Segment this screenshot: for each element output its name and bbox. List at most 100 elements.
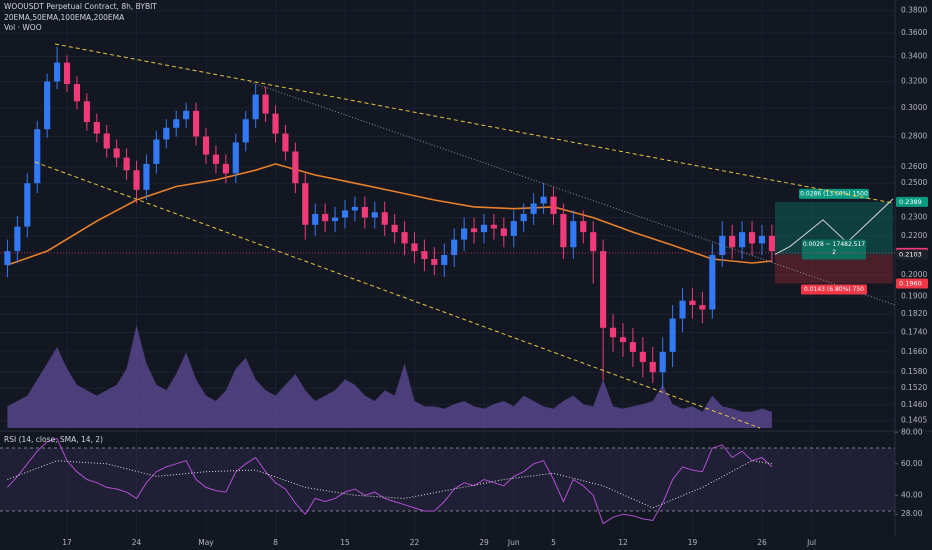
candle-body: [600, 251, 607, 328]
candle-body: [331, 217, 339, 222]
y-tick-label: 0.2000: [901, 270, 927, 279]
x-tick-label: 19: [688, 538, 698, 547]
y-tick-label: 0.1460: [901, 400, 927, 409]
candle-body: [113, 148, 120, 158]
rsi-tick-label: 60.00: [901, 459, 923, 468]
candle-body: [431, 258, 438, 265]
stop-text: 0.0143 (6.80%) 750: [804, 286, 864, 293]
candle-body: [560, 213, 567, 248]
candle-body: [480, 224, 488, 233]
candle-body: [14, 226, 21, 252]
candle-body: [748, 232, 756, 244]
candle-body: [322, 213, 329, 222]
indicators: 20EMA,50EMA,100EMA,200EMA: [4, 13, 125, 22]
candle-body: [302, 183, 309, 225]
x-tick-label: Jul: [806, 538, 816, 547]
y-tick-label: 0.3200: [901, 76, 927, 85]
y-tick-label: 0.3600: [901, 28, 927, 37]
candle-body: [133, 170, 140, 190]
x-tick-label: 22: [410, 538, 420, 547]
rsi-tick-label: 28.00: [901, 509, 923, 518]
candle-body: [659, 351, 666, 373]
entry-tag: 0.2103: [899, 250, 922, 258]
candle-body: [262, 94, 269, 114]
ema-line: [7, 163, 772, 266]
candle-body: [282, 133, 289, 152]
candle-body: [272, 113, 279, 134]
stop-tag: 0.1960: [899, 279, 922, 287]
candle-body: [570, 221, 577, 248]
candle-body: [83, 101, 90, 123]
x-tick-label: 12: [618, 538, 628, 547]
candle-body: [4, 251, 11, 265]
candle-body: [609, 327, 617, 338]
candle-body: [222, 163, 229, 174]
y-tick-label: 0.1520: [901, 383, 927, 392]
candle-body: [639, 351, 646, 362]
candle-body: [739, 232, 746, 248]
y-tick-label: 0.2300: [901, 213, 927, 222]
candle-body: [202, 136, 210, 155]
candle-body: [590, 232, 597, 252]
candle-body: [63, 62, 71, 85]
candle-body: [500, 228, 507, 236]
candle-body: [580, 221, 587, 233]
candle-body: [173, 119, 180, 128]
y-tick-label: 0.2500: [901, 178, 927, 187]
candle-body: [351, 206, 358, 211]
candle-body: [540, 196, 547, 204]
y-tick-label: 0.1580: [901, 367, 927, 376]
x-tick-label: 17: [62, 538, 72, 547]
volume-label: Vol · WOO: [4, 23, 42, 32]
candle-body: [341, 210, 349, 218]
projection: [774, 198, 894, 255]
y-tick-label: 0.3000: [901, 103, 927, 112]
rsi-line: [7, 437, 773, 525]
y-tick-label: 0.2200: [901, 231, 927, 240]
candle-body: [758, 235, 766, 244]
entry-text: 0.0028 ~ 17482.517: [803, 241, 865, 248]
candle-body: [73, 84, 81, 102]
candle-body: [619, 337, 627, 343]
candle-body: [192, 110, 200, 137]
candle-body: [421, 251, 428, 259]
candle-body: [103, 133, 110, 149]
y-tick-label: 0.3400: [901, 52, 927, 61]
y-tick-label: 0.2800: [901, 132, 927, 141]
target-tag: 0.2389: [899, 198, 922, 206]
trendline: [34, 161, 761, 429]
candle-body: [54, 62, 61, 82]
candle-body: [510, 221, 517, 236]
x-tick-label: 24: [132, 538, 142, 547]
candle-body: [123, 157, 130, 171]
candle-body: [470, 228, 478, 233]
candle-body: [689, 300, 696, 306]
candle-body: [34, 129, 41, 184]
y-tick-label: 0.2600: [901, 162, 927, 171]
candle-body: [520, 213, 527, 222]
candle-body: [649, 361, 656, 373]
candle-body: [371, 212, 378, 218]
title: WOOUSDT Perpetual Contract, 8h, BYBIT: [4, 2, 157, 11]
stop-text-bg: [801, 284, 867, 295]
x-tick-label: Jun: [507, 538, 520, 547]
candle-body: [252, 94, 259, 120]
candle-body: [768, 235, 775, 252]
trendline: [54, 43, 894, 204]
entry-tag-bg: [896, 249, 928, 260]
candle-body: [441, 255, 448, 265]
target-text: 0.0286 (13.60%) 1500: [800, 190, 868, 197]
candle-body: [232, 142, 239, 174]
candle-body: [629, 342, 636, 352]
candle-body: [163, 127, 170, 140]
candle-body: [669, 318, 676, 352]
candle-body: [709, 255, 716, 310]
rsi-title: RSI (14, close, SMA, 14, 2): [4, 435, 103, 444]
y-tick-label: 0.1900: [901, 291, 927, 300]
candle-body: [381, 212, 388, 225]
candle-body: [361, 206, 368, 218]
x-tick-label: 8: [273, 538, 278, 547]
